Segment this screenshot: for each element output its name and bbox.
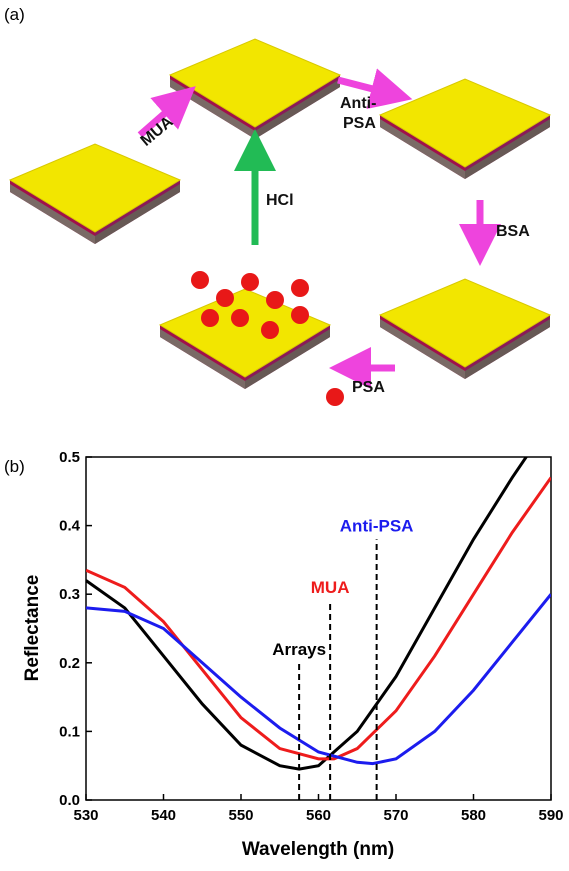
panel-label: (a) — [4, 5, 25, 24]
series-label: Anti-PSA — [340, 516, 414, 535]
line — [86, 478, 551, 759]
step-label: HCl — [266, 192, 294, 209]
x-tick-label: 560 — [306, 807, 331, 824]
series-label: MUA — [311, 578, 350, 597]
figure: (a) MUA Anti- PSA BSA PSA HCl (b) Wavele… — [0, 0, 569, 866]
x-axis-label: Wavelength (nm) — [242, 839, 394, 860]
x-tick-label: 540 — [151, 807, 176, 824]
step-label: BSA — [496, 223, 530, 240]
y-tick-label: 0.3 — [59, 586, 80, 603]
y-tick-label: 0.4 — [59, 518, 81, 535]
x-tick-label: 530 — [73, 807, 98, 824]
x-tick-label: 580 — [461, 807, 486, 824]
y-tick-label: 0.0 — [59, 792, 80, 809]
panel-label: (b) — [4, 457, 25, 476]
step-label: Anti- — [340, 95, 376, 112]
plot-frame — [86, 457, 551, 800]
y-axis-label: Reflectance — [22, 575, 43, 682]
line — [86, 594, 551, 763]
line — [86, 443, 536, 769]
series-label: Arrays — [272, 640, 326, 659]
x-tick-label: 550 — [228, 807, 253, 824]
x-tick-label: 590 — [538, 807, 563, 824]
y-tick-label: 0.2 — [59, 655, 80, 672]
step-label: PSA — [352, 379, 385, 396]
step-label: PSA — [343, 115, 376, 132]
plates — [10, 39, 550, 389]
y-tick-label: 0.1 — [59, 723, 80, 740]
plot-lines — [86, 443, 551, 769]
x-tick-label: 570 — [383, 807, 408, 824]
y-tick-label: 0.5 — [59, 449, 80, 466]
